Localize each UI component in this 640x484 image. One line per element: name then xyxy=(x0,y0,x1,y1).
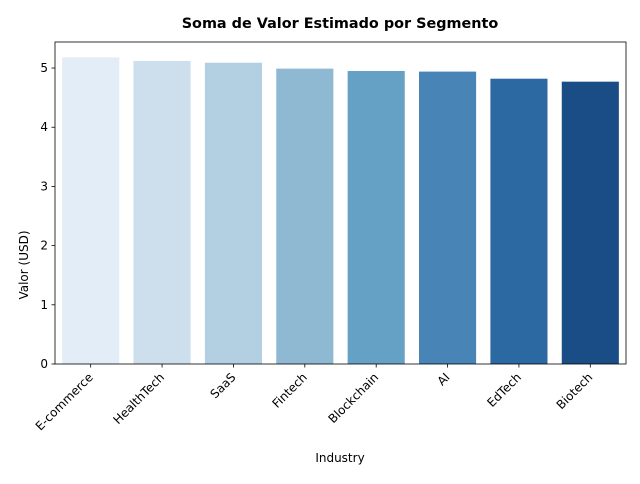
x-tick-label: SaaS xyxy=(207,370,238,401)
y-tick-label: 2 xyxy=(40,239,48,253)
x-tick-label: AI xyxy=(434,370,452,388)
y-tick-label: 3 xyxy=(40,179,48,193)
x-tick-label: Blockchain xyxy=(325,370,381,426)
y-tick-label: 4 xyxy=(40,120,48,134)
x-tick-label: E-commerce xyxy=(33,370,96,433)
y-axis-label: Valor (USD) xyxy=(17,230,31,299)
bar-blockchain xyxy=(347,71,405,364)
x-tick-label: Biotech xyxy=(554,370,596,412)
bar-ai xyxy=(419,71,477,364)
chart-title: Soma de Valor Estimado por Segmento xyxy=(182,16,499,32)
bar-e-commerce xyxy=(62,57,120,364)
y-tick-label: 0 xyxy=(40,357,48,371)
y-tick-label: 5 xyxy=(40,61,48,75)
bar-edtech xyxy=(490,78,548,364)
x-tick-label: HealthTech xyxy=(110,370,167,427)
y-tick-label: 1 xyxy=(40,298,48,312)
x-tick-label: Fintech xyxy=(269,370,309,410)
bars-layer xyxy=(62,57,619,364)
x-tick-label: EdTech xyxy=(484,370,524,410)
bar-healthtech xyxy=(133,60,191,364)
bar-biotech xyxy=(561,81,619,364)
x-axis-label: Industry xyxy=(315,451,364,465)
bar-saas xyxy=(204,62,262,364)
plot-frame xyxy=(54,41,627,365)
bar-fintech xyxy=(276,68,334,364)
